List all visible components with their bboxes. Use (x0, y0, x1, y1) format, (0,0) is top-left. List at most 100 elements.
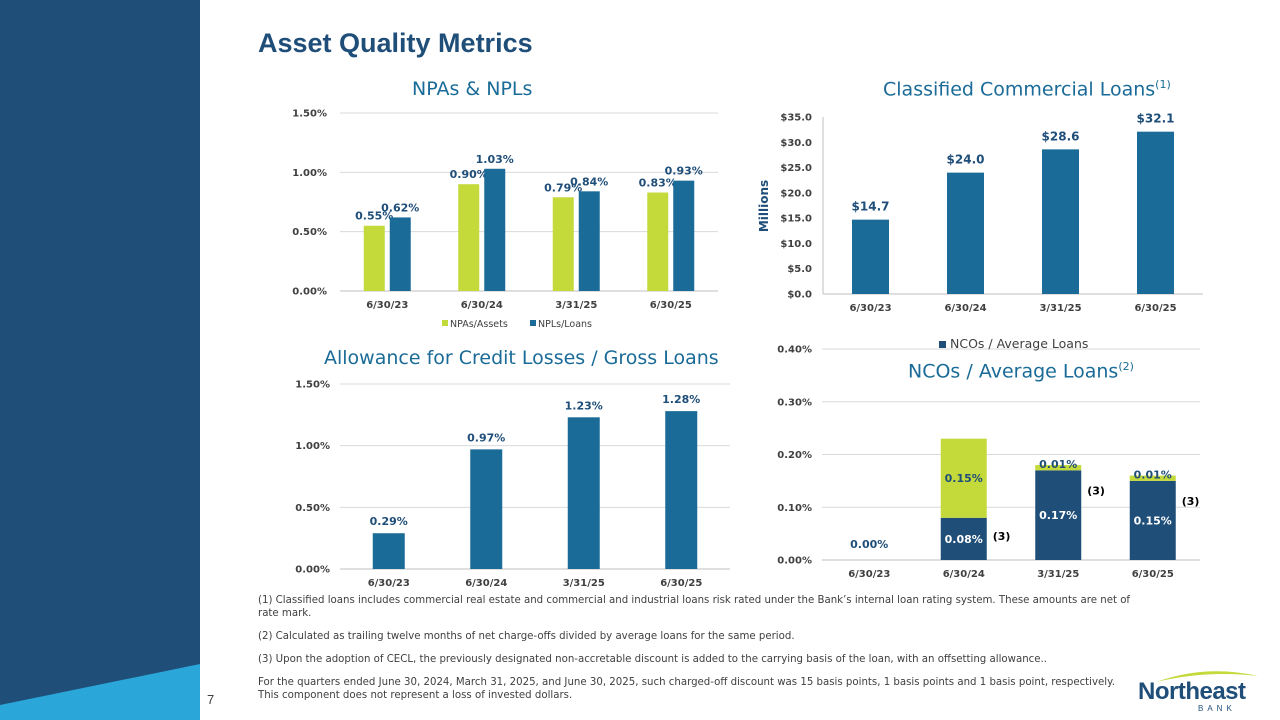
acl-x-tick-label: 3/31/25 (563, 578, 605, 589)
ncos-y-tick-label: 0.30% (777, 397, 812, 408)
footnote-1: (1) Classified loans includes commercial… (258, 595, 1131, 619)
ncos-x-tick-label: 3/31/25 (1037, 569, 1079, 580)
ncos-x-tick-label: 6/30/24 (943, 569, 985, 580)
classified-y-tick-label: $5.0 (787, 264, 812, 275)
npas-data-label: 0.55% (355, 210, 393, 223)
acl-y-tick-label: 1.00% (295, 441, 330, 452)
ncos-discount-label: 0.01% (1134, 469, 1172, 482)
ncos-legend-swatch (939, 341, 946, 348)
footnote-2: (2) Calculated as trailing twelve months… (258, 631, 795, 642)
ncos-bar-base (940, 517, 987, 560)
ncos-footnote-marker: (3) (1182, 495, 1200, 508)
ncos-footnote-marker: (3) (1087, 484, 1105, 497)
npas-data-label: 0.79% (544, 181, 582, 194)
ncos-data-label: 0.00% (850, 538, 888, 551)
ncos-bar-discount (940, 438, 987, 518)
npas-x-tick-label: 6/30/24 (461, 300, 503, 311)
classified-y-tick-label: $0.0 (787, 290, 812, 301)
logo-swoosh-icon (1156, 671, 1258, 682)
classified-data-label: $14.7 (852, 200, 890, 214)
ncos-data-label: 0.08% (945, 533, 983, 546)
ncos-bar-base (1035, 470, 1082, 560)
npas-chart-title: NPAs & NPLs (412, 78, 532, 100)
ncos-y-tick-label: 0.20% (777, 450, 812, 461)
classified-data-label: $24.0 (947, 153, 985, 167)
classified-chart-title: Classified Commercial Loans(1) (883, 78, 1171, 100)
classified-y-tick-label: $10.0 (780, 239, 812, 250)
npas-legend-swatch (530, 320, 536, 326)
npas-bar-npls-loans (484, 168, 506, 291)
ncos-y-tick-label: 0.40% (777, 345, 812, 356)
classified-bar (1137, 131, 1174, 294)
left-decorative-bar (0, 0, 200, 720)
acl-title-text: Allowance for Credit Losses / Gross Loan… (324, 347, 719, 369)
npas-data-label: 1.03% (476, 153, 514, 166)
ncos-discount-label: 0.01% (1039, 458, 1077, 471)
acl-bar (665, 411, 698, 569)
ncos-bar-discount (1129, 475, 1176, 481)
ncos-data-label: 0.15% (1134, 514, 1172, 527)
npas-bar-npls-loans (673, 180, 695, 291)
acl-x-tick-label: 6/30/23 (368, 578, 410, 589)
footnote-3: (3) Upon the adoption of CECL, the previ… (258, 654, 1048, 665)
classified-y-tick-label: $30.0 (780, 138, 812, 149)
classified-y-tick-label: $15.0 (780, 214, 812, 225)
acl-x-tick-label: 6/30/25 (660, 578, 702, 589)
npas-x-tick-label: 6/30/23 (366, 300, 408, 311)
classified-bar (1042, 149, 1079, 294)
classified-y-axis-title: Millions (757, 180, 771, 232)
acl-x-tick-label: 6/30/24 (465, 578, 507, 589)
npas-x-tick-label: 6/30/25 (650, 300, 692, 311)
npas-data-label: 0.62% (381, 201, 419, 214)
acl-data-label: 0.29% (370, 515, 408, 528)
npas-y-tick-label: 1.50% (292, 109, 327, 120)
ncos-footnote-marker: (3) (993, 530, 1011, 543)
npas-legend-label: NPAs/Assets (450, 319, 508, 330)
npas-x-tick-label: 3/31/25 (555, 300, 597, 311)
npas-data-label: 0.83% (639, 177, 677, 190)
ncos-title-text: NCOs / Average Loans (908, 360, 1119, 383)
acl-data-label: 1.23% (565, 399, 603, 412)
acl-data-label: 0.97% (467, 431, 505, 444)
ncos-bar-discount (1035, 465, 1082, 471)
acl-bar (372, 533, 405, 569)
ncos-legend-label: NCOs / Average Loans (950, 336, 1088, 351)
npas-bar-npas-assets (647, 192, 669, 291)
footnotes: (1) Classified loans includes commercial… (258, 594, 1138, 712)
npas-title-text: NPAs & NPLs (412, 78, 533, 100)
acl-data-label: 1.28% (662, 393, 700, 406)
npas-bar-npls-loans (389, 217, 411, 291)
npas-data-label: 0.84% (570, 175, 608, 188)
classified-title-sup: (1) (1155, 78, 1171, 91)
logo-wordmark: Northeast (1138, 678, 1246, 705)
npas-bar-npas-assets (363, 225, 385, 291)
classified-y-tick-label: $20.0 (780, 188, 812, 199)
page-number: 7 (207, 692, 215, 707)
ncos-y-tick-label: 0.10% (777, 503, 812, 514)
acl-y-tick-label: 0.50% (295, 503, 330, 514)
ncos-x-tick-label: 6/30/25 (1132, 569, 1174, 580)
classified-bar (947, 172, 984, 294)
classified-data-label: $32.1 (1137, 112, 1175, 126)
northeast-bank-logo: Northeast BANK (1126, 666, 1266, 718)
npas-y-tick-label: 0.00% (292, 287, 327, 298)
npas-data-label: 0.90% (450, 168, 488, 181)
npas-y-tick-label: 1.00% (292, 168, 327, 179)
ncos-data-label: 0.17% (1039, 509, 1077, 522)
acl-y-tick-label: 0.00% (295, 565, 330, 576)
classified-x-tick-label: 6/30/24 (944, 303, 986, 314)
npas-legend-swatch (442, 320, 448, 326)
npas-bar-npas-assets (458, 184, 480, 291)
ncos-chart-title: NCOs / Average Loans(2) (908, 360, 1134, 382)
ncos-bar-base (1129, 480, 1176, 560)
logo-subtitle: BANK (1198, 704, 1236, 713)
npas-legend-label: NPLs/Loans (538, 319, 592, 330)
acl-chart-title: Allowance for Credit Losses / Gross Loan… (324, 347, 719, 369)
classified-x-tick-label: 6/30/25 (1134, 303, 1176, 314)
page-title: Asset Quality Metrics (258, 28, 533, 58)
npas-data-label: 0.93% (665, 165, 703, 178)
npas-bar-npls-loans (578, 191, 600, 291)
footnote-4: For the quarters ended June 30, 2024, Ma… (258, 677, 1115, 701)
npas-bar-npas-assets (552, 197, 574, 291)
